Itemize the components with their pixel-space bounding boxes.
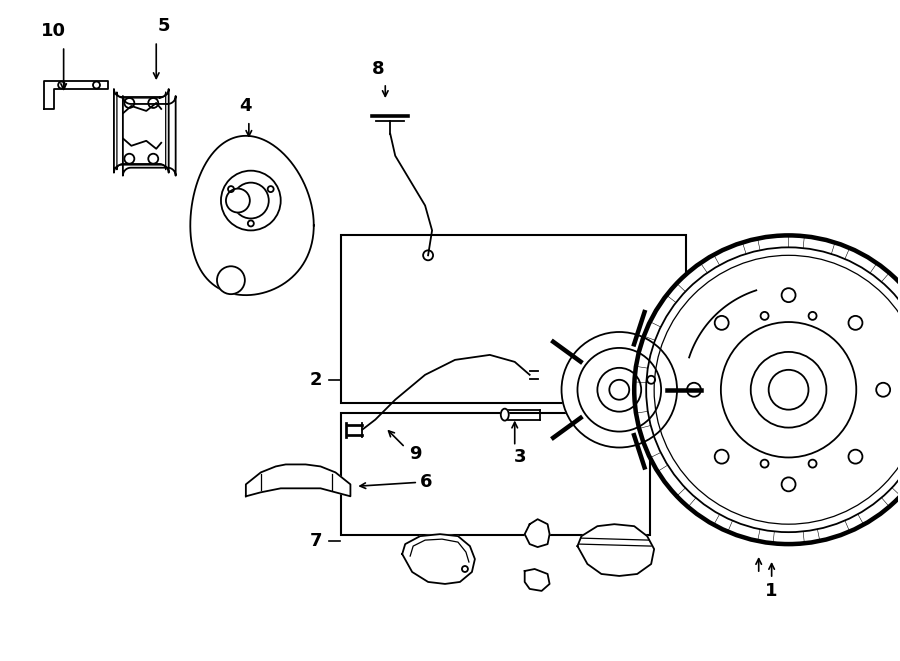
Circle shape — [634, 235, 900, 544]
Polygon shape — [578, 524, 654, 576]
Circle shape — [221, 171, 281, 231]
Text: 6: 6 — [420, 473, 433, 491]
Polygon shape — [402, 534, 475, 584]
Polygon shape — [123, 96, 176, 176]
Ellipse shape — [500, 408, 508, 420]
Circle shape — [226, 188, 250, 212]
Text: 9: 9 — [409, 446, 421, 463]
Polygon shape — [525, 569, 550, 591]
Circle shape — [217, 266, 245, 294]
Polygon shape — [525, 519, 550, 547]
Circle shape — [562, 332, 677, 447]
Text: 4: 4 — [239, 97, 252, 115]
Text: 3: 3 — [514, 448, 526, 467]
Polygon shape — [114, 89, 168, 173]
Text: 8: 8 — [372, 60, 384, 78]
Polygon shape — [190, 136, 314, 295]
Bar — [341, 412, 650, 535]
Text: 5: 5 — [158, 17, 170, 35]
Text: 10: 10 — [41, 22, 67, 40]
Text: 7: 7 — [310, 532, 322, 550]
Text: 2: 2 — [310, 371, 322, 389]
Text: 1: 1 — [765, 582, 778, 600]
Polygon shape — [246, 465, 350, 496]
Bar — [341, 235, 686, 403]
